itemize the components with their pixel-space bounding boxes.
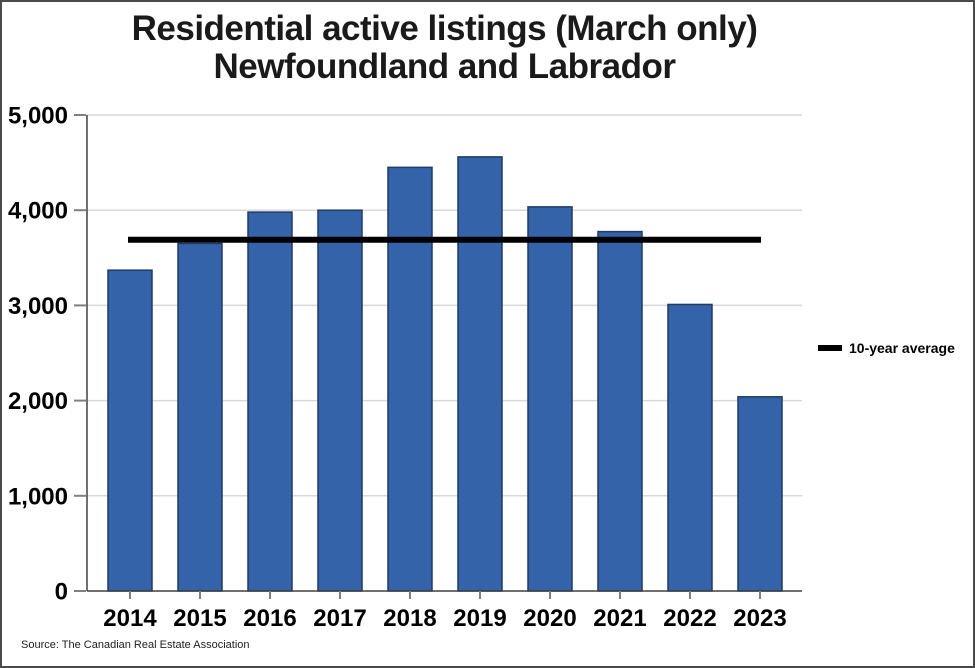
x-axis-label: 2015 xyxy=(173,605,226,632)
legend-line-swatch xyxy=(818,345,842,351)
y-axis-label: 1,000 xyxy=(8,483,68,510)
bar-2020 xyxy=(527,206,573,592)
y-axis-label: 2,000 xyxy=(8,388,68,415)
chart-title-line1: Residential active listings (March only) xyxy=(131,9,758,48)
bar-2016 xyxy=(247,211,293,592)
x-axis-label: 2020 xyxy=(523,605,576,632)
x-axis-label: 2022 xyxy=(663,605,716,632)
y-axis-label: 3,000 xyxy=(8,293,68,320)
x-axis-label: 2018 xyxy=(383,605,436,632)
x-axis-label: 2021 xyxy=(593,605,646,632)
bar-2022 xyxy=(667,303,713,592)
x-axis-label: 2023 xyxy=(733,605,786,632)
bar-2017 xyxy=(317,209,363,592)
y-axis-label: 5,000 xyxy=(8,103,68,130)
bar-2023 xyxy=(737,396,783,592)
chart-title: Residential active listings (March only)… xyxy=(87,10,802,86)
bar-2015 xyxy=(177,242,223,592)
legend-label: 10-year average xyxy=(849,340,955,356)
source-note: Source: The Canadian Real Estate Associa… xyxy=(21,639,250,651)
y-axis-label: 4,000 xyxy=(8,198,68,225)
x-axis-label: 2016 xyxy=(243,605,296,632)
legend: 10-year average xyxy=(818,340,955,356)
bar-2019 xyxy=(457,156,503,592)
bar-2021 xyxy=(597,230,643,592)
y-axis-label: 0 xyxy=(55,579,68,606)
x-axis-label: 2019 xyxy=(453,605,506,632)
bar-2014 xyxy=(107,269,153,592)
chart-title-line2: Newfoundland and Labrador xyxy=(213,47,676,86)
bar-2018 xyxy=(387,166,433,592)
x-axis-label: 2017 xyxy=(313,605,366,632)
x-axis-label: 2014 xyxy=(103,605,157,632)
